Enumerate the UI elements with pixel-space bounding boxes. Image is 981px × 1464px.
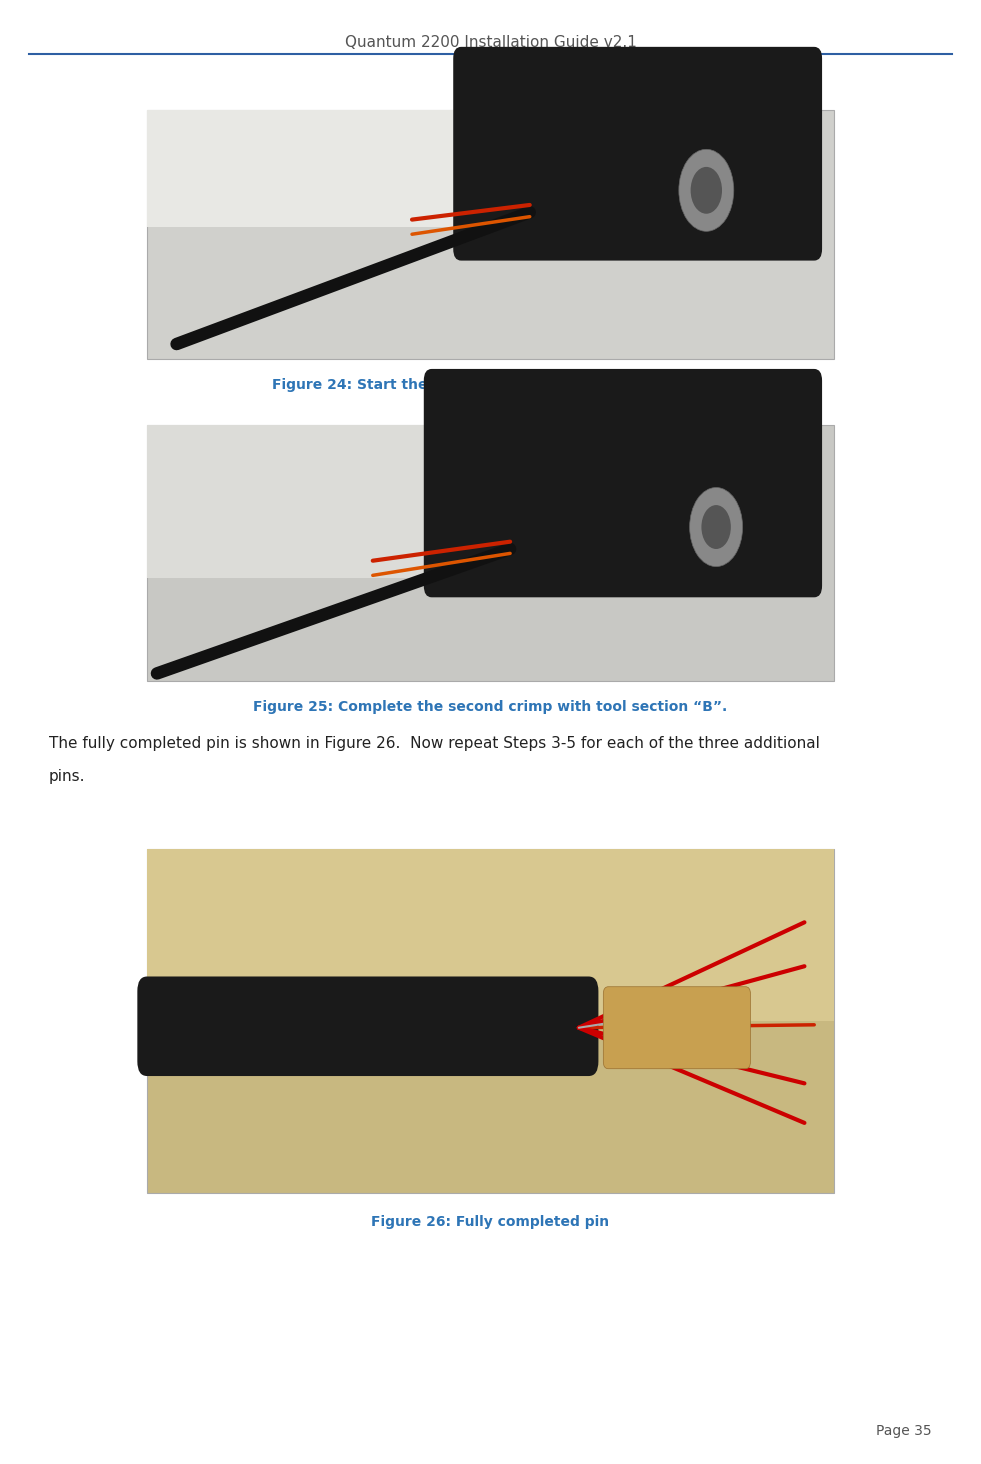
Text: Quantum 2200 Installation Guide v2.1: Quantum 2200 Installation Guide v2.1 bbox=[344, 35, 637, 50]
FancyBboxPatch shape bbox=[603, 987, 750, 1069]
Circle shape bbox=[690, 488, 743, 567]
Text: Figure 24: Start the second crimp with tool section “A”.: Figure 24: Start the second crimp with t… bbox=[272, 378, 709, 392]
Text: Figure 26: Fully completed pin: Figure 26: Fully completed pin bbox=[372, 1215, 609, 1230]
Circle shape bbox=[691, 167, 722, 214]
FancyBboxPatch shape bbox=[137, 976, 598, 1076]
FancyBboxPatch shape bbox=[147, 110, 525, 227]
FancyBboxPatch shape bbox=[424, 369, 822, 597]
Text: Page 35: Page 35 bbox=[876, 1423, 932, 1438]
Text: Figure 25: Complete the second crimp with tool section “B”.: Figure 25: Complete the second crimp wit… bbox=[253, 700, 728, 714]
FancyBboxPatch shape bbox=[147, 849, 834, 1022]
Text: The fully completed pin is shown in Figure 26.  Now repeat Steps 3-5 for each of: The fully completed pin is shown in Figu… bbox=[49, 736, 820, 751]
FancyBboxPatch shape bbox=[147, 849, 834, 1193]
FancyBboxPatch shape bbox=[147, 425, 490, 578]
FancyBboxPatch shape bbox=[147, 110, 834, 359]
Circle shape bbox=[679, 149, 734, 231]
FancyBboxPatch shape bbox=[453, 47, 822, 261]
Circle shape bbox=[701, 505, 731, 549]
Text: pins.: pins. bbox=[49, 769, 85, 783]
FancyBboxPatch shape bbox=[147, 425, 834, 681]
